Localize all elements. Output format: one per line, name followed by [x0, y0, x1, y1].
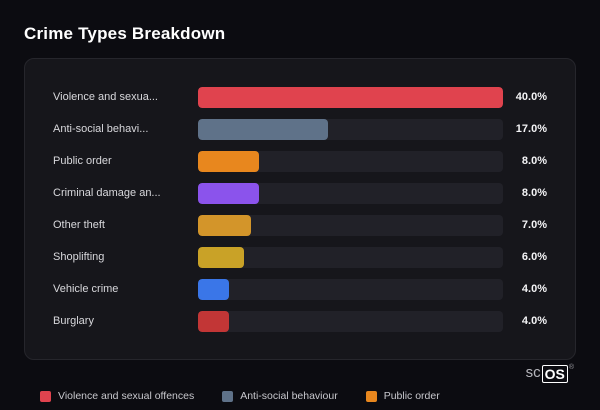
- legend-label: Public order: [383, 390, 440, 402]
- legend-swatch-icon: [40, 390, 51, 402]
- scos-logo: sc OS ®: [525, 364, 574, 383]
- bar-category-label: Criminal damage an...: [53, 187, 161, 199]
- bar-row: Shoplifting 6.0%: [53, 241, 547, 273]
- bar-value-label: 8.0%: [521, 155, 547, 167]
- bar-track: [198, 310, 503, 332]
- bar-value-label: 8.0%: [521, 187, 547, 199]
- scos-logo-suffix: OS: [541, 365, 568, 383]
- chart-card: Violence and sexua... 40.0% Anti-social …: [24, 58, 576, 360]
- bar-row: Public order 8.0%: [53, 145, 547, 177]
- bar-category-label: Anti-social behavi...: [53, 123, 149, 135]
- legend-swatch-icon: [222, 390, 234, 402]
- bar-category-label: Vehicle crime: [53, 283, 119, 295]
- bar-category-label: Violence and sexua...: [53, 91, 158, 103]
- bar-fill[interactable]: [198, 150, 259, 172]
- bar-track: [198, 246, 503, 268]
- bar-row: Burglary 4.0%: [53, 305, 547, 337]
- bar-track: [198, 118, 503, 140]
- bar-value-label: 4.0%: [521, 283, 547, 295]
- brand-row: sc OS ®: [24, 360, 576, 384]
- bar-row: Other theft 7.0%: [53, 209, 547, 241]
- legend-swatch-icon: [365, 390, 377, 402]
- bar-value-label: 17.0%: [515, 123, 547, 135]
- bar-fill[interactable]: [198, 182, 259, 204]
- bar-value-label: 4.0%: [521, 315, 547, 327]
- legend-label: Anti-social behaviour: [240, 390, 338, 402]
- bar-fill[interactable]: [198, 214, 252, 236]
- bar-value-label: 7.0%: [521, 219, 547, 231]
- bar-category-label: Shoplifting: [53, 251, 105, 263]
- legend-label: Violence and sexual offences: [58, 390, 195, 402]
- scos-logo-prefix: sc: [525, 364, 541, 381]
- bar-row: Criminal damage an... 8.0%: [53, 177, 547, 209]
- bar-fill[interactable]: [198, 310, 229, 332]
- chart-legend: Violence and sexual offences Anti-social…: [24, 384, 576, 410]
- bar-value-label: 40.0%: [515, 91, 547, 103]
- registered-mark-icon: ®: [568, 364, 574, 371]
- bar-category-label: Other theft: [53, 219, 105, 231]
- page-title: Crime Types Breakdown: [24, 24, 226, 43]
- legend-item[interactable]: Public order: [365, 390, 440, 402]
- bar-chart: Violence and sexua... 40.0% Anti-social …: [53, 81, 547, 337]
- bar-fill[interactable]: [198, 86, 503, 108]
- bar-row: Vehicle crime 4.0%: [53, 273, 547, 305]
- bar-category-label: Public order: [53, 155, 112, 167]
- bar-row: Anti-social behavi... 17.0%: [53, 113, 547, 145]
- bar-row: Violence and sexua... 40.0%: [53, 81, 547, 113]
- bar-fill[interactable]: [198, 246, 244, 268]
- page: Crime Types Breakdown Violence and sexua…: [24, 24, 576, 402]
- bar-track: [198, 182, 503, 204]
- legend-item[interactable]: Violence and sexual offences: [40, 390, 194, 402]
- bar-track: [198, 150, 503, 172]
- bar-fill[interactable]: [198, 278, 229, 300]
- bar-track: [198, 278, 503, 300]
- bar-fill[interactable]: [198, 118, 328, 140]
- bar-value-label: 6.0%: [521, 251, 547, 263]
- footer: sc OS ® Violence and sexual offences Anti-…: [24, 360, 576, 410]
- bar-track: [198, 86, 503, 108]
- bar-category-label: Burglary: [53, 315, 94, 327]
- legend-item[interactable]: Anti-social behaviour: [222, 390, 338, 402]
- bar-track: [198, 214, 503, 236]
